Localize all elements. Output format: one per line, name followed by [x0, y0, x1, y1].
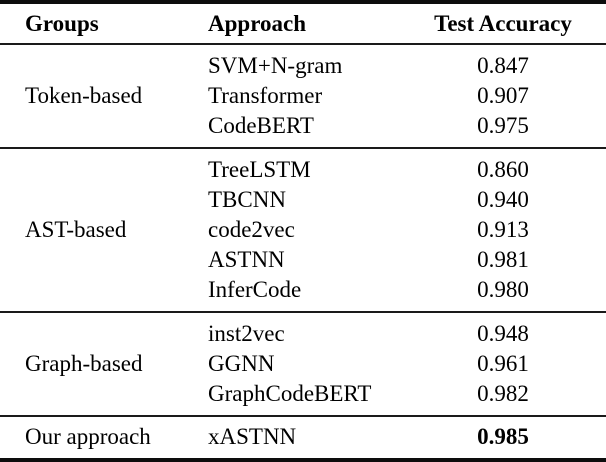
table-row: TBCNN 0.940	[208, 185, 606, 215]
group-rows: inst2vec 0.948 GGNN 0.961 GraphCodeBERT …	[208, 319, 606, 409]
accuracy-cell: 0.940	[477, 187, 529, 212]
table-row: GraphCodeBERT 0.982	[208, 379, 606, 409]
approach-cell: code2vec	[208, 217, 295, 242]
approach-cell: InferCode	[208, 277, 302, 302]
approach-cell: TBCNN	[208, 187, 286, 212]
group-name: Token-based	[25, 83, 143, 108]
table-row: CodeBERT 0.975	[208, 111, 606, 141]
table-row: ASTNN 0.981	[208, 245, 606, 275]
table-row: inst2vec 0.948	[208, 319, 606, 349]
accuracy-cell: 0.980	[477, 277, 529, 302]
table-rule-mid-2	[0, 311, 606, 313]
table-row: InferCode 0.980	[208, 275, 606, 305]
table-row: xASTNN 0.985	[208, 422, 606, 452]
approach-cell: SVM+N-gram	[208, 53, 343, 78]
table-header-row: Groups Approach Test Accuracy	[0, 4, 606, 43]
approach-cell: inst2vec	[208, 321, 285, 346]
accuracy-cell: 0.982	[477, 381, 529, 406]
approach-cell: CodeBERT	[208, 113, 314, 138]
group-name: AST-based	[25, 217, 127, 242]
group-label: Token-based	[0, 51, 208, 141]
group-label: Graph-based	[0, 319, 208, 409]
approach-cell: GGNN	[208, 351, 275, 376]
accuracy-cell: 0.975	[477, 113, 529, 138]
accuracy-cell: 0.981	[477, 247, 529, 272]
table-group-ast-based: AST-based TreeLSTM 0.860 TBCNN 0.940 cod…	[0, 149, 606, 311]
approach-cell: TreeLSTM	[208, 157, 311, 182]
accuracy-cell: 0.907	[477, 83, 529, 108]
accuracy-cell-best: 0.985	[477, 424, 529, 449]
table-row: SVM+N-gram 0.847	[208, 51, 606, 81]
table-rule-top	[0, 0, 606, 4]
accuracy-cell: 0.913	[477, 217, 529, 242]
group-rows: xASTNN 0.985	[208, 422, 606, 452]
group-rows: SVM+N-gram 0.847 Transformer 0.907 CodeB…	[208, 51, 606, 141]
accuracy-cell: 0.948	[477, 321, 529, 346]
table-rule-mid-1	[0, 147, 606, 149]
table-rule-bottom	[0, 458, 606, 462]
group-label: AST-based	[0, 155, 208, 305]
table-group-token-based: Token-based SVM+N-gram 0.847 Transformer…	[0, 45, 606, 147]
table-row: Transformer 0.907	[208, 81, 606, 111]
column-header-test-accuracy: Test Accuracy	[434, 10, 572, 36]
table-group-our-approach: Our approach xASTNN 0.985	[0, 417, 606, 458]
group-label: Our approach	[0, 422, 208, 452]
accuracy-cell: 0.847	[477, 53, 529, 78]
table-group-graph-based: Graph-based inst2vec 0.948 GGNN 0.961 Gr…	[0, 313, 606, 415]
table-rule-mid-3	[0, 415, 606, 417]
accuracy-cell: 0.860	[477, 157, 529, 182]
approach-cell: GraphCodeBERT	[208, 381, 372, 406]
table-row: code2vec 0.913	[208, 215, 606, 245]
approach-cell: xASTNN	[208, 424, 297, 449]
approach-cell: Transformer	[208, 83, 323, 108]
column-header-groups: Groups	[25, 10, 99, 36]
table-row: GGNN 0.961	[208, 349, 606, 379]
group-rows: TreeLSTM 0.860 TBCNN 0.940 code2vec 0.91…	[208, 155, 606, 305]
table-rule-below-header	[0, 43, 606, 45]
accuracy-cell: 0.961	[477, 351, 529, 376]
approach-cell: ASTNN	[208, 247, 285, 272]
table-row: TreeLSTM 0.860	[208, 155, 606, 185]
group-name: Our approach	[25, 424, 151, 449]
column-header-approach: Approach	[208, 10, 306, 36]
group-name: Graph-based	[25, 351, 143, 376]
